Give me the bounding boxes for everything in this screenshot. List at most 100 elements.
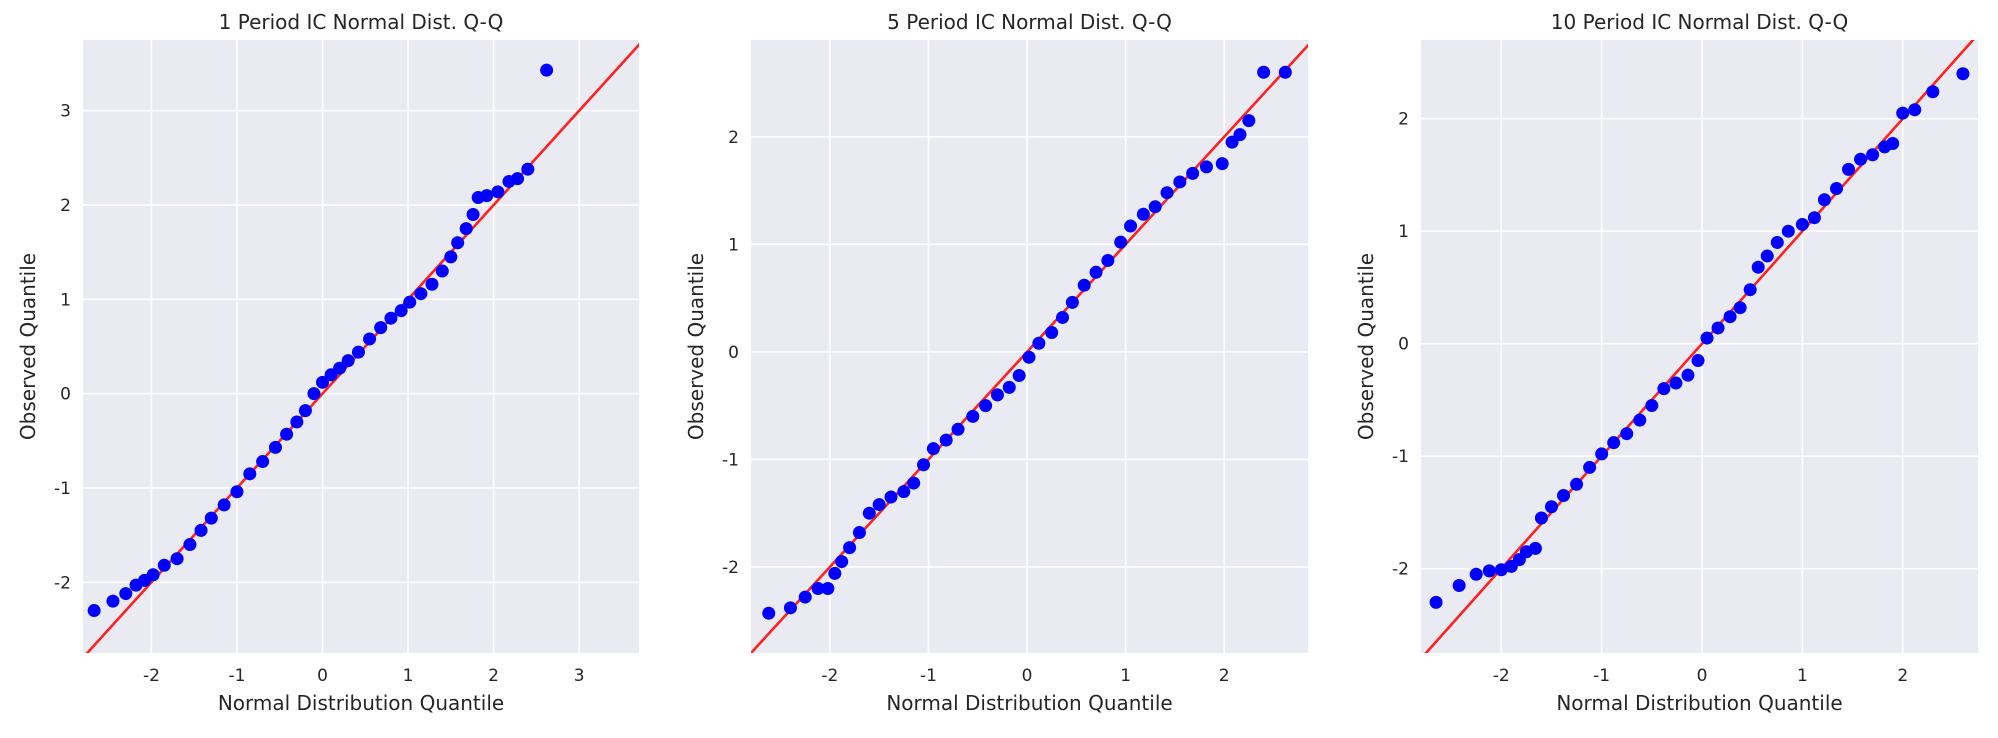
x-tick-label: 0 [317, 666, 328, 686]
data-point [1534, 511, 1548, 525]
data-point [157, 558, 171, 572]
data-point [1160, 186, 1174, 200]
data-point [1557, 489, 1571, 503]
data-point [1173, 175, 1187, 189]
data-point [1233, 128, 1247, 142]
data-point [403, 295, 417, 309]
data-point [907, 476, 921, 490]
data-point [1452, 579, 1466, 593]
data-point [1199, 160, 1213, 174]
x-axis-label: Normal Distribution Quantile [218, 691, 504, 715]
data-point [1077, 278, 1091, 292]
chart-title: 1 Period IC Normal Dist. Q-Q [219, 10, 504, 34]
x-tick-label: 3 [574, 666, 585, 686]
y-tick-label: 0 [60, 385, 71, 405]
x-tick-label: -2 [1493, 666, 1510, 686]
y-tick-label: -1 [1392, 447, 1409, 467]
x-tick-label: -1 [1593, 666, 1610, 686]
data-point [1032, 336, 1046, 350]
x-tick-label: 0 [1022, 666, 1033, 686]
data-point [1056, 310, 1070, 324]
data-point [521, 162, 535, 176]
data-point [1429, 595, 1443, 609]
data-point [1956, 67, 1970, 81]
data-point [351, 345, 365, 359]
data-point [1595, 447, 1609, 461]
data-point [783, 601, 797, 615]
data-point [170, 552, 184, 566]
data-point [1926, 85, 1940, 99]
data-point [821, 581, 835, 595]
data-point [1723, 310, 1737, 324]
data-point [298, 404, 312, 418]
data-point [979, 399, 993, 413]
data-point [1148, 200, 1162, 214]
data-point [1817, 193, 1831, 207]
data-point [1482, 564, 1496, 578]
x-tick-label: 2 [488, 666, 499, 686]
data-point [511, 172, 525, 186]
data-point [540, 63, 554, 77]
data-point [414, 287, 428, 301]
data-point [341, 354, 355, 368]
x-tick-label: 0 [1697, 666, 1708, 686]
data-point [1700, 331, 1714, 345]
data-point [1829, 181, 1843, 195]
data-point [1770, 235, 1784, 249]
data-point [1711, 321, 1725, 335]
data-point [316, 375, 330, 389]
y-tick-label: 1 [1398, 222, 1409, 242]
data-point [480, 189, 494, 203]
data-point [835, 555, 849, 569]
chart-title: 5 Period IC Normal Dist. Q-Q [887, 10, 1172, 34]
x-tick-label: 2 [1219, 666, 1230, 686]
data-point [1733, 301, 1747, 315]
data-point [852, 526, 866, 540]
data-point [1022, 350, 1036, 364]
data-point [106, 594, 120, 608]
data-point [1101, 253, 1115, 267]
data-point [1469, 567, 1483, 581]
data-point [1544, 500, 1558, 514]
data-point [1781, 224, 1795, 238]
data-point [1896, 106, 1910, 120]
y-tick-label: 2 [1398, 110, 1409, 130]
y-tick-label: -2 [722, 558, 739, 578]
qq-panel: -2 -1 0 1 2 3 -2 -1 0 1 2 3 1 Period IC Normal Dist.… [16, 10, 639, 715]
data-point [243, 467, 257, 481]
y-tick-label: 2 [728, 128, 739, 148]
data-point [256, 455, 270, 469]
data-point [939, 433, 953, 447]
data-point [1807, 211, 1821, 225]
data-point [1908, 103, 1922, 117]
data-point [843, 541, 857, 555]
data-point [290, 415, 304, 429]
data-point [1089, 265, 1103, 279]
data-point [146, 568, 160, 582]
x-axis-label: Normal Distribution Quantile [886, 691, 1172, 715]
data-point [1570, 477, 1584, 491]
data-point [1669, 376, 1683, 390]
x-tick-label: -2 [821, 666, 838, 686]
y-tick-label: 0 [728, 343, 739, 363]
data-point [1645, 399, 1659, 413]
qq-panel: -2 -1 0 1 2 -2 -1 0 1 2 10 Period IC Normal Dist. … [1354, 10, 1978, 715]
data-point [762, 606, 776, 620]
data-point [268, 440, 282, 454]
reference-line [1424, 40, 1975, 653]
x-tick-label: -1 [920, 666, 937, 686]
data-point [1795, 217, 1809, 231]
data-point [951, 422, 965, 436]
y-tick-label: 1 [728, 235, 739, 255]
data-point [1607, 436, 1621, 450]
data-point [425, 277, 439, 291]
x-axis-label: Normal Distribution Quantile [1556, 691, 1842, 715]
y-axis-label: Observed Quantile [16, 253, 40, 440]
data-point [897, 485, 911, 499]
data-point [1045, 326, 1059, 340]
data-point [1760, 249, 1774, 263]
data-point [307, 387, 321, 401]
data-point [384, 311, 398, 325]
data-point [217, 498, 231, 512]
